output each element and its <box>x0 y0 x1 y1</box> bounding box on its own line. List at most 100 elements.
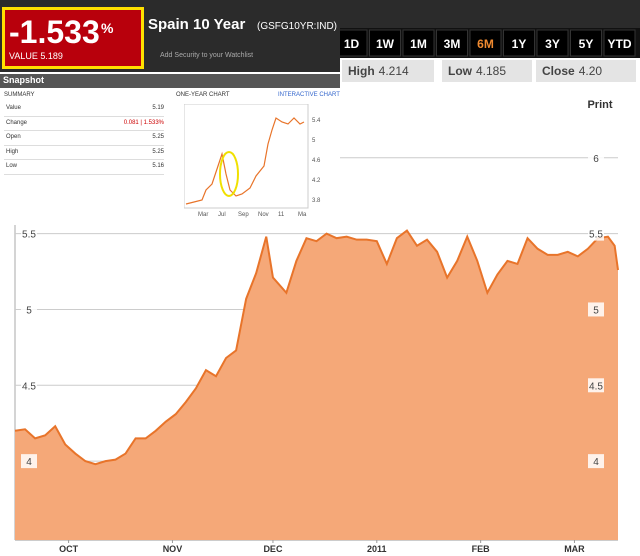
mini-frame <box>184 104 309 209</box>
mini-y-label: 4.2 <box>312 178 321 184</box>
range-button[interactable] <box>570 29 602 57</box>
change-box: -1.533 % VALUE 5.189 <box>2 7 144 69</box>
y-tick-label-right: 6 <box>593 154 599 165</box>
range-button[interactable] <box>402 29 435 57</box>
range-button[interactable] <box>369 29 401 57</box>
range-label[interactable]: 5Y <box>579 37 594 51</box>
row-label: Open <box>6 134 21 140</box>
mini-y-label: 5.4 <box>312 118 321 124</box>
row-value: 5.16 <box>152 163 164 169</box>
stat-value: 4.185 <box>476 64 507 78</box>
row-label: Change <box>6 119 28 126</box>
x-tick-label: 2011 <box>367 544 387 554</box>
stats: High 4.214 Low 4.185 Close 4.20 <box>340 60 640 84</box>
x-tick-label: OCT <box>59 544 79 554</box>
security-name: Spain 10 Year <box>148 16 246 33</box>
mini-x-label: 11 <box>278 212 285 218</box>
summary-row: High 5.25 <box>4 146 164 160</box>
range-label[interactable]: 1W <box>376 37 395 51</box>
y-tick-label-right: 4.5 <box>589 381 603 392</box>
summary-row: Low 5.16 <box>4 160 164 175</box>
tick-box <box>588 454 604 469</box>
range-button[interactable] <box>503 29 535 57</box>
x-tick-label: DEC <box>263 544 283 554</box>
stat-value: 4.214 <box>378 64 409 78</box>
row-label: High <box>6 148 19 155</box>
mini-y-label: 3.8 <box>312 198 321 204</box>
range-button[interactable] <box>603 29 636 57</box>
x-tick-label: NOV <box>163 544 183 554</box>
summary-title: SUMMARY <box>4 92 35 98</box>
change: -1.533 <box>9 14 100 50</box>
mini-title: ONE-YEAR CHART <box>176 92 230 98</box>
row-value: 5.25 <box>152 148 164 155</box>
stat-label: High <box>348 64 375 78</box>
stat-value: 4.20 <box>578 64 603 78</box>
x-tick-label: MAR <box>564 544 585 554</box>
tick-box <box>21 302 37 317</box>
row-label: Value <box>6 105 21 111</box>
y-tick-label-right: 5.5 <box>589 230 603 241</box>
mini-x-label: Ma <box>298 212 307 218</box>
y-tick-label: 4 <box>26 457 32 468</box>
mini-line <box>185 117 305 205</box>
area <box>15 230 618 540</box>
range-label[interactable]: 6M <box>477 37 494 51</box>
range-button[interactable] <box>536 29 569 57</box>
stat-box: Close 4.20 <box>536 60 636 82</box>
row-value: 5.19 <box>152 105 164 111</box>
tick-box <box>588 378 604 393</box>
range-label[interactable]: 1Y <box>512 37 527 51</box>
ticker: (GSFG10YR:IND) <box>257 21 338 32</box>
y-tick-label-right: 4 <box>593 457 599 468</box>
summary-row: Change 0.081 | 1.533% <box>4 117 164 131</box>
inset: -1.533 % VALUE 5.189 Spain 10 Year (GSFG… <box>0 0 340 225</box>
mini-y-label: 4.6 <box>312 158 321 164</box>
y-tick-label: 4.5 <box>22 381 36 392</box>
summary-table: Value 5.19 Change 0.081 | 1.533% Open 5.25 Hig… <box>4 102 164 175</box>
summary-row: Open 5.25 <box>4 131 164 146</box>
value: VALUE 5.189 <box>9 51 63 61</box>
tick-box <box>588 302 604 317</box>
range-label[interactable]: YTD <box>608 37 632 51</box>
summary-row: Value 5.19 <box>4 102 164 117</box>
range-button[interactable] <box>469 29 502 57</box>
line <box>14 229 619 466</box>
highlight <box>219 151 239 197</box>
mini-link[interactable]: INTERACTIVE CHART <box>278 92 340 98</box>
tick-box <box>588 150 604 165</box>
row-value: 0.081 | 1.533% <box>123 119 164 126</box>
stat-label: Close <box>542 64 575 78</box>
stat-box: High 4.214 <box>342 60 434 82</box>
print-link[interactable]: Print <box>587 99 612 111</box>
watchlist-link[interactable]: Add Security to your Watchlist <box>160 52 254 59</box>
tick-box <box>588 226 604 241</box>
x-tick-label: FEB <box>472 544 491 554</box>
tick-box <box>21 226 37 241</box>
mini-x-label: Jul <box>218 212 226 218</box>
tick-box <box>21 378 37 393</box>
mini-chart: 5.4 5 4.6 4.2 3.8 Mar Jul Sep Nov 11 Ma <box>184 104 321 218</box>
y-tick-label: 5 <box>26 305 32 316</box>
range-label[interactable]: 1M <box>410 37 427 51</box>
pct-sign: % <box>101 20 114 36</box>
snapshot-title: Snapshot <box>3 75 45 85</box>
y-tick-label: 5.5 <box>22 230 36 241</box>
stat-label: Low <box>448 64 472 78</box>
y-tick-label-right: 5 <box>593 305 599 316</box>
mini-x-label: Nov <box>258 212 269 218</box>
mini-y-label: 5 <box>312 138 316 144</box>
range-button[interactable] <box>335 29 368 57</box>
snapshot-bar: Snapshot <box>0 74 340 88</box>
range-label[interactable]: 3M <box>444 37 461 51</box>
range-label[interactable]: 1D <box>344 37 360 51</box>
tick-box <box>21 454 37 469</box>
range-label[interactable]: 3Y <box>545 37 560 51</box>
row-label: Low <box>6 163 18 169</box>
row-value: 5.25 <box>152 134 164 140</box>
range-button[interactable] <box>436 29 468 57</box>
mini-x-label: Sep <box>238 212 249 218</box>
mini-x-label: Mar <box>198 212 208 218</box>
stat-box: Low 4.185 <box>442 60 532 82</box>
